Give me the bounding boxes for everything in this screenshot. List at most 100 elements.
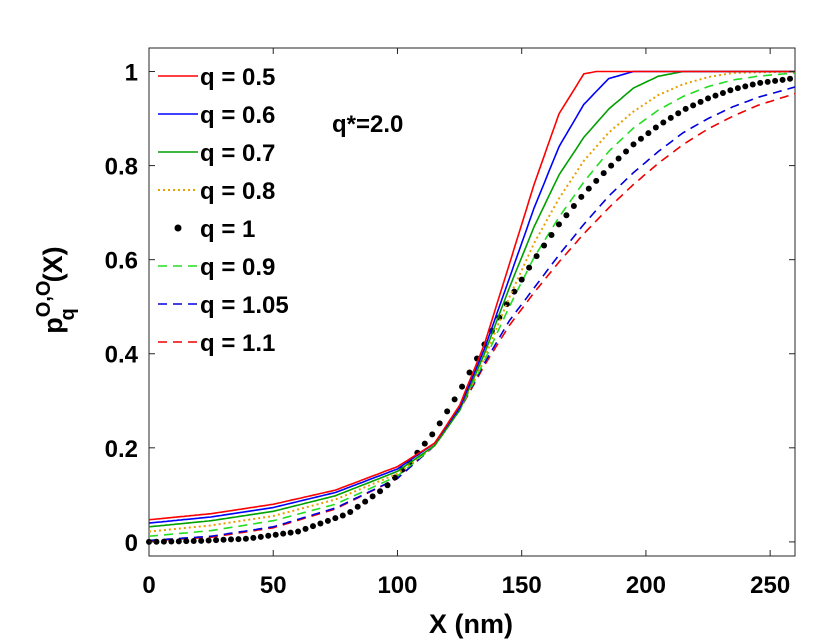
y-tick-label: 0.2	[105, 436, 138, 463]
data-point	[153, 538, 160, 545]
data-point	[429, 431, 436, 438]
y-axis-label-base: p	[38, 317, 68, 334]
legend-label: q = 1.1	[200, 330, 275, 357]
data-point	[742, 83, 749, 90]
data-point	[719, 89, 726, 96]
data-point	[660, 119, 667, 126]
legend-label: q = 1.05	[200, 292, 289, 319]
data-point	[533, 253, 540, 260]
y-tick-label: 0.4	[105, 342, 139, 369]
legend-item: q = 0.7	[158, 140, 275, 167]
data-point	[265, 532, 272, 539]
data-point	[705, 95, 712, 102]
series-q-0_5	[148, 70, 795, 521]
legend-label: q = 0.5	[200, 64, 275, 91]
legend-label: q = 1	[200, 216, 255, 243]
data-point	[779, 76, 786, 83]
data-point	[384, 482, 391, 489]
data-point	[183, 538, 190, 545]
data-point	[421, 440, 428, 447]
data-point	[466, 369, 473, 376]
data-point	[250, 534, 257, 541]
data-point	[555, 221, 562, 228]
data-point	[190, 538, 197, 545]
data-point	[593, 177, 600, 184]
data-point	[220, 536, 227, 543]
y-tick-label: 0	[125, 530, 138, 557]
legend-item: q = 0.8	[158, 178, 275, 205]
legend-label: q = 0.6	[200, 102, 275, 129]
x-tick-label: 100	[377, 572, 417, 599]
legend-item: q = 0.9	[158, 254, 275, 281]
x-tick-label: 50	[260, 572, 287, 599]
data-point	[615, 155, 622, 162]
data-point	[347, 508, 354, 515]
data-point	[541, 242, 548, 249]
legend-item: q = 1.1	[158, 330, 275, 357]
y-tick-label: 0.6	[105, 248, 138, 275]
series-layer	[146, 70, 796, 545]
data-point	[511, 288, 518, 295]
plot-area	[148, 47, 796, 557]
data-point	[570, 203, 577, 210]
data-point	[280, 530, 287, 537]
legend-label: q = 0.7	[200, 140, 275, 167]
plot-frame	[148, 47, 796, 557]
data-point	[578, 193, 585, 200]
data-point	[772, 77, 779, 84]
data-point	[444, 408, 451, 415]
axes-layer: 0 50 100 150 200 250 0 0.2 0.4 0.6 0.8 1	[105, 48, 795, 599]
data-point	[727, 87, 734, 94]
data-point	[749, 81, 756, 88]
y-tick-label: 0.8	[105, 154, 138, 181]
data-point	[690, 102, 697, 109]
data-point	[645, 130, 652, 137]
data-point	[213, 537, 220, 544]
x-axis-label: X (nm)	[429, 609, 513, 639]
data-point	[712, 92, 719, 99]
data-point	[168, 538, 175, 545]
data-point	[623, 148, 630, 155]
legend-item: q = 1	[174, 216, 255, 243]
legend-marker	[174, 224, 182, 232]
data-point	[734, 85, 741, 92]
data-point	[302, 525, 309, 532]
y-axis-label: pO,O q (X)	[33, 246, 79, 333]
data-point	[526, 264, 533, 271]
data-point	[436, 420, 443, 427]
data-point	[563, 212, 570, 219]
data-point	[459, 383, 466, 390]
data-point	[272, 531, 279, 538]
data-point	[787, 75, 794, 82]
legend: q = 0.5 q = 0.6 q = 0.7 q = 0.8 q = 1 q = 0.9…	[158, 64, 289, 357]
series-q-1	[146, 75, 794, 545]
y-tick-label: 1	[125, 60, 138, 87]
data-point	[630, 141, 637, 148]
data-point	[757, 79, 764, 86]
data-point	[309, 523, 316, 530]
x-tick-label: 150	[502, 572, 542, 599]
x-tick-label: 200	[626, 572, 666, 599]
legend-item: q = 0.6	[158, 102, 275, 129]
x-tick-label: 250	[750, 572, 790, 599]
y-axis-label-tail: (X)	[38, 246, 68, 282]
data-point	[764, 78, 771, 85]
data-point	[175, 538, 182, 545]
data-point	[369, 493, 376, 500]
annotation-qstar: q*=2.0	[332, 111, 403, 138]
data-point	[235, 536, 242, 543]
data-point	[339, 512, 346, 519]
data-point	[600, 170, 607, 177]
data-point	[287, 529, 294, 536]
data-point	[585, 185, 592, 192]
data-point	[675, 110, 682, 117]
data-point	[242, 535, 249, 542]
data-point	[354, 503, 361, 510]
data-point	[518, 276, 525, 283]
data-point	[697, 98, 704, 105]
data-point	[317, 520, 324, 527]
data-point	[667, 114, 674, 121]
legend-label: q = 0.8	[200, 178, 275, 205]
data-point	[652, 124, 659, 131]
